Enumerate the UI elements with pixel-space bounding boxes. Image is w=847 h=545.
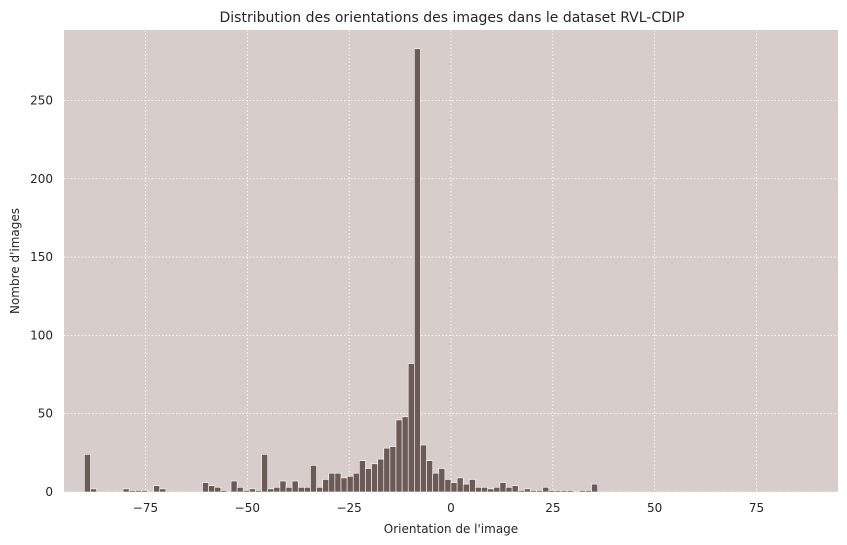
histogram-bar — [566, 490, 574, 493]
histogram-bar — [426, 460, 433, 493]
histogram-bar — [420, 444, 427, 493]
y-tick-label: 50 — [38, 407, 53, 421]
y-axis-label: Nombre d'images — [8, 208, 22, 314]
histogram-bar — [267, 488, 275, 493]
histogram-bar — [352, 472, 360, 493]
histogram-bar — [334, 472, 342, 493]
histogram-bar — [359, 460, 366, 493]
x-tick-label: −25 — [336, 501, 361, 515]
histogram-bar — [261, 454, 268, 493]
y-tick-label: 250 — [30, 93, 53, 107]
histogram-bar — [481, 487, 488, 493]
histogram-bar — [322, 479, 330, 493]
histogram-bar — [450, 482, 458, 493]
histogram-bar — [279, 480, 287, 493]
histogram-bar — [159, 488, 167, 493]
histogram-bar — [208, 485, 216, 493]
x-tick-label: 50 — [647, 501, 662, 515]
histogram-bar — [591, 483, 598, 493]
x-tick-label: 25 — [545, 501, 560, 515]
grid-lines — [64, 30, 838, 493]
histogram-bar — [585, 490, 592, 493]
histogram-bar — [517, 490, 525, 493]
histogram-bar — [432, 472, 440, 493]
x-tick-label: −75 — [133, 501, 158, 515]
histogram-bar — [328, 472, 336, 493]
y-tick-labels: 0 50 100 150 200 250 — [30, 93, 53, 499]
histogram-bar — [389, 446, 397, 493]
histogram-bar — [462, 483, 470, 493]
histogram-bar — [122, 488, 130, 493]
histogram-bar — [255, 490, 262, 493]
histogram-bar — [128, 490, 136, 493]
histogram-bar — [365, 468, 372, 493]
histogram-bar — [407, 363, 415, 493]
histogram-bar — [469, 479, 476, 493]
histogram-bar — [141, 490, 148, 493]
histogram-bar — [401, 416, 409, 493]
histogram-bar — [236, 487, 244, 493]
x-tick-label: 0 — [447, 501, 455, 515]
histogram-bar — [499, 482, 507, 493]
histogram-bar — [371, 463, 378, 493]
histogram-bar — [346, 476, 354, 493]
histogram-bar — [383, 447, 391, 493]
histogram-bar — [310, 465, 317, 493]
histogram-bar — [438, 468, 446, 493]
histogram-bar — [249, 488, 256, 493]
histogram-bar — [242, 490, 250, 493]
histogram-bar — [511, 485, 519, 493]
histogram-bar — [542, 487, 550, 493]
histogram-bar — [444, 479, 452, 493]
x-axis-label: Orientation de l'image — [384, 522, 518, 536]
histogram-bar — [524, 488, 531, 493]
x-tick-label: −50 — [235, 501, 260, 515]
y-tick-label: 100 — [30, 328, 53, 342]
histogram-bar — [316, 487, 323, 493]
histogram-bar — [456, 477, 464, 493]
histogram-bar — [560, 490, 568, 493]
histogram-bar — [202, 482, 209, 493]
histogram-bar — [84, 454, 91, 493]
y-tick-label: 150 — [30, 250, 53, 264]
histogram-bar — [304, 487, 311, 493]
histogram-bar — [395, 419, 403, 493]
histogram-bar — [220, 490, 228, 493]
x-tick-labels: −75 −50 −25 0 25 50 75 — [133, 501, 764, 515]
chart-title: Distribution des orientations des images… — [220, 10, 685, 26]
histogram-bar — [493, 487, 501, 493]
x-tick-label: 75 — [749, 501, 764, 515]
y-tick-label: 0 — [45, 485, 53, 499]
histogram-bar — [530, 490, 537, 493]
histogram-bar — [153, 485, 161, 493]
histogram-bar — [134, 490, 142, 493]
histogram-bar — [214, 487, 222, 493]
y-tick-label: 200 — [30, 172, 53, 186]
histogram-bar — [90, 488, 97, 493]
histogram-bar — [297, 487, 305, 493]
histogram-bar — [340, 477, 348, 493]
histogram-bar — [475, 487, 482, 493]
histogram-bar — [230, 480, 238, 493]
histogram-bar — [487, 488, 495, 493]
histogram-bar — [414, 48, 421, 493]
histogram-bar — [554, 490, 562, 493]
histogram-bar — [291, 480, 299, 493]
histogram-bar — [273, 487, 281, 493]
histogram-bar — [505, 487, 513, 493]
histogram-bar — [536, 490, 543, 493]
histogram-bar — [285, 487, 293, 493]
bars-group — [84, 48, 598, 493]
histogram-bar — [579, 490, 586, 493]
histogram-bar — [548, 490, 556, 493]
histogram-bar — [377, 458, 385, 493]
